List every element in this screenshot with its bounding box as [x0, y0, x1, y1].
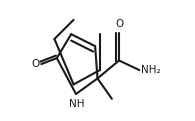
- Text: NH: NH: [69, 99, 85, 109]
- Text: O: O: [115, 19, 123, 29]
- Text: O: O: [32, 59, 40, 69]
- Text: NH₂: NH₂: [141, 65, 160, 75]
